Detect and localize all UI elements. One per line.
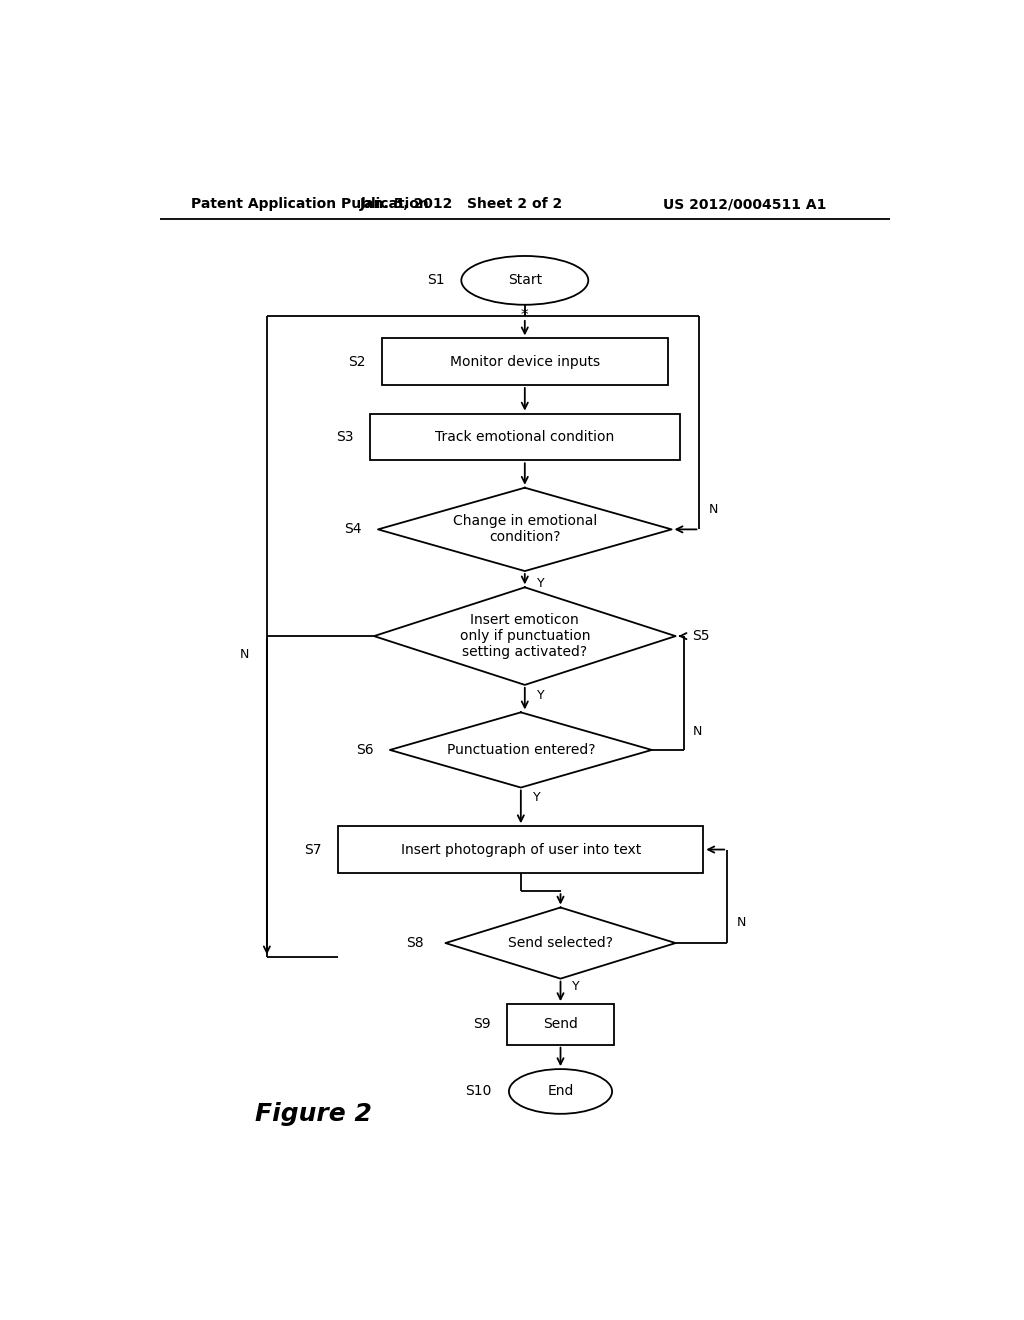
FancyBboxPatch shape: [507, 1005, 614, 1044]
Text: End: End: [547, 1085, 573, 1098]
FancyBboxPatch shape: [370, 413, 680, 461]
Text: S4: S4: [344, 523, 361, 536]
Polygon shape: [390, 713, 652, 788]
Text: S9: S9: [473, 1018, 490, 1031]
FancyBboxPatch shape: [382, 338, 668, 385]
Text: N: N: [736, 916, 746, 929]
Text: Send: Send: [543, 1018, 578, 1031]
FancyBboxPatch shape: [338, 826, 703, 873]
Text: S3: S3: [336, 430, 353, 444]
Text: N: N: [240, 648, 250, 661]
Polygon shape: [445, 907, 676, 978]
Text: N: N: [693, 725, 702, 738]
Text: Patent Application Publication: Patent Application Publication: [191, 197, 429, 211]
Text: Y: Y: [537, 689, 545, 701]
Text: Monitor device inputs: Monitor device inputs: [450, 355, 600, 368]
Text: S7: S7: [304, 842, 322, 857]
Text: S5: S5: [692, 630, 710, 643]
Text: US 2012/0004511 A1: US 2012/0004511 A1: [663, 197, 826, 211]
Text: Track emotional condition: Track emotional condition: [435, 430, 614, 444]
Text: Figure 2: Figure 2: [255, 1102, 372, 1126]
Text: Punctuation entered?: Punctuation entered?: [446, 743, 595, 756]
Text: *: *: [521, 309, 528, 323]
Text: Send selected?: Send selected?: [508, 936, 613, 950]
Text: N: N: [709, 503, 718, 516]
Text: Insert photograph of user into text: Insert photograph of user into text: [400, 842, 641, 857]
Text: Jan. 5, 2012   Sheet 2 of 2: Jan. 5, 2012 Sheet 2 of 2: [359, 197, 563, 211]
Text: Change in emotional
condition?: Change in emotional condition?: [453, 515, 597, 544]
Text: Y: Y: [532, 791, 541, 804]
Text: S6: S6: [355, 743, 374, 756]
Text: Y: Y: [537, 577, 545, 590]
Polygon shape: [378, 487, 672, 572]
Text: S1: S1: [427, 273, 444, 288]
Text: S8: S8: [407, 936, 424, 950]
Text: Insert emoticon
only if punctuation
setting activated?: Insert emoticon only if punctuation sett…: [460, 612, 590, 659]
Text: Start: Start: [508, 273, 542, 288]
Text: Y: Y: [572, 981, 580, 993]
Text: S2: S2: [348, 355, 366, 368]
Text: S10: S10: [466, 1085, 492, 1098]
Polygon shape: [374, 587, 676, 685]
